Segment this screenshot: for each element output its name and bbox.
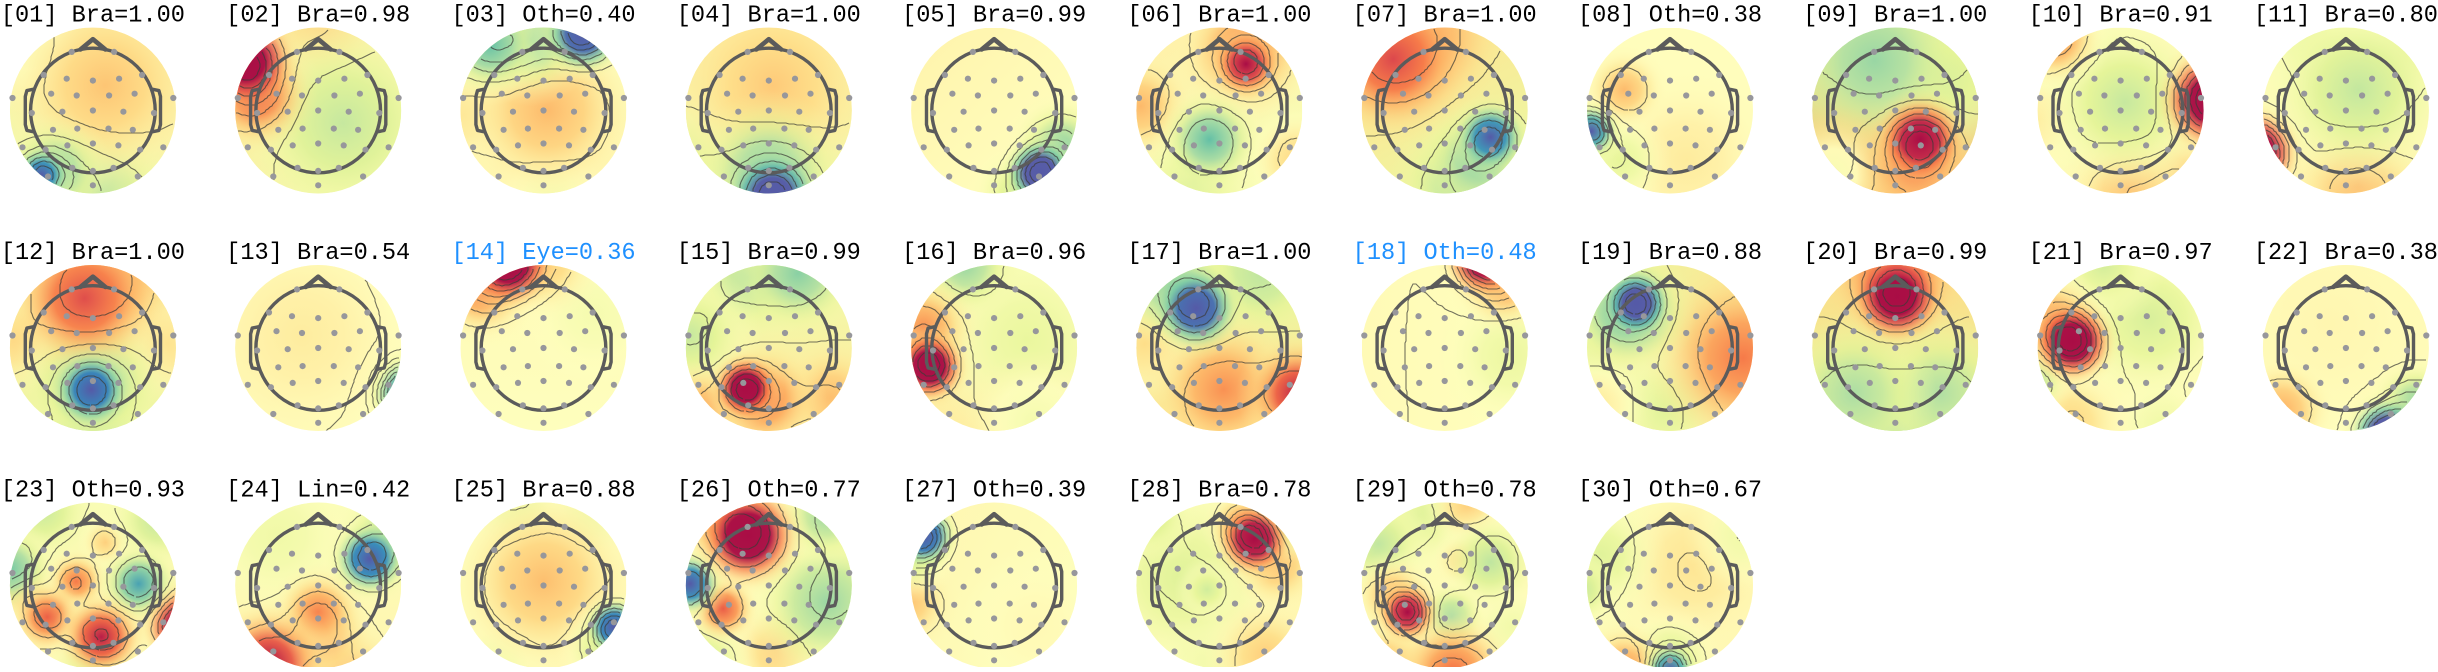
- svg-text:[16] Bra=0.96: [16] Bra=0.96: [902, 240, 1086, 267]
- svg-text:[28] Bra=0.78: [28] Bra=0.78: [1127, 478, 1311, 505]
- svg-text:[11] Bra=0.80: [11] Bra=0.80: [2254, 3, 2438, 30]
- svg-text:[29] Oth=0.78: [29] Oth=0.78: [1353, 478, 1537, 505]
- svg-text:[20] Bra=0.99: [20] Bra=0.99: [1803, 240, 1987, 267]
- svg-text:[19] Bra=0.88: [19] Bra=0.88: [1578, 240, 1762, 267]
- svg-text:[10] Bra=0.91: [10] Bra=0.91: [2029, 3, 2213, 30]
- svg-text:[24] Lin=0.42: [24] Lin=0.42: [226, 478, 410, 505]
- svg-text:[15] Bra=0.99: [15] Bra=0.99: [677, 240, 861, 267]
- svg-text:[07] Bra=1.00: [07] Bra=1.00: [1353, 3, 1537, 30]
- svg-text:[09] Bra=1.00: [09] Bra=1.00: [1803, 3, 1987, 30]
- svg-text:[14] Eye=0.36: [14] Eye=0.36: [451, 240, 635, 267]
- svg-text:[26] Oth=0.77: [26] Oth=0.77: [677, 478, 861, 505]
- svg-text:[13] Bra=0.54: [13] Bra=0.54: [226, 240, 410, 267]
- svg-text:[01] Bra=1.00: [01] Bra=1.00: [1, 3, 185, 30]
- svg-text:[23] Oth=0.93: [23] Oth=0.93: [1, 478, 185, 505]
- svg-text:[08] Oth=0.38: [08] Oth=0.38: [1578, 3, 1762, 30]
- svg-text:[06] Bra=1.00: [06] Bra=1.00: [1127, 3, 1311, 30]
- svg-text:[22] Bra=0.38: [22] Bra=0.38: [2254, 240, 2438, 267]
- svg-text:[12] Bra=1.00: [12] Bra=1.00: [1, 240, 185, 267]
- svg-text:[30] Oth=0.67: [30] Oth=0.67: [1578, 478, 1762, 505]
- svg-text:[04] Bra=1.00: [04] Bra=1.00: [677, 3, 861, 30]
- svg-text:[27] Oth=0.39: [27] Oth=0.39: [902, 478, 1086, 505]
- svg-text:[02] Bra=0.98: [02] Bra=0.98: [226, 3, 410, 30]
- svg-text:[18] Oth=0.48: [18] Oth=0.48: [1353, 240, 1537, 267]
- svg-text:[21] Bra=0.97: [21] Bra=0.97: [2029, 240, 2213, 267]
- svg-text:[05] Bra=0.99: [05] Bra=0.99: [902, 3, 1086, 30]
- svg-text:[25] Bra=0.88: [25] Bra=0.88: [451, 478, 635, 505]
- svg-text:[03] Oth=0.40: [03] Oth=0.40: [451, 3, 635, 30]
- svg-text:[17] Bra=1.00: [17] Bra=1.00: [1127, 240, 1311, 267]
